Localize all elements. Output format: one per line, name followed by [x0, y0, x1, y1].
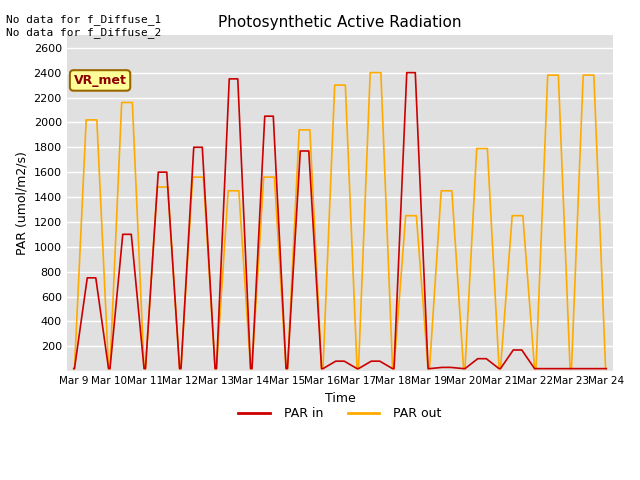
Legend:  PAR in,  PAR out: PAR in, PAR out — [234, 402, 447, 425]
Title: Photosynthetic Active Radiation: Photosynthetic Active Radiation — [218, 15, 462, 30]
Text: No data for f_Diffuse_1
No data for f_Diffuse_2: No data for f_Diffuse_1 No data for f_Di… — [6, 14, 162, 38]
Y-axis label: PAR (umol/m2/s): PAR (umol/m2/s) — [15, 151, 28, 255]
X-axis label: Time: Time — [324, 392, 355, 405]
Text: VR_met: VR_met — [74, 74, 127, 87]
